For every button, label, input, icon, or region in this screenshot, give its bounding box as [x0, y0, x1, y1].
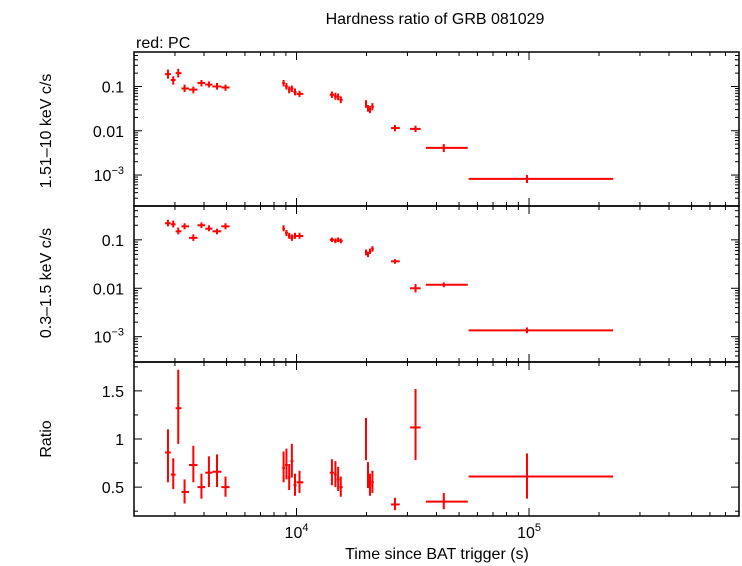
y-axis-label-ratio: Ratio [38, 420, 55, 457]
panel-ratio: 0.5 1 1.5 [102, 361, 740, 517]
y-axis-label-soft: 0.3–1.5 keV c/s [38, 228, 55, 338]
x-axis-label: Time since BAT trigger (s) [345, 546, 529, 563]
y-tick-label: 10−3 [94, 165, 124, 185]
panel-soft: 0.1 0.01 10−3 [93, 205, 740, 363]
chart-subtitle: red: PC [136, 35, 190, 52]
y-tick-label: 0.5 [102, 480, 124, 497]
y-tick-label: 0.01 [93, 124, 124, 141]
y-tick-label: 0.1 [102, 79, 124, 96]
plot-panels: 0.1 0.01 10−3 0.1 0.01 10−3 0.5 1 1.5 104 105 [93, 51, 740, 542]
y-axis-label-hard: 1.51–10 keV c/s [38, 74, 55, 189]
panel-frame-hard [133, 51, 740, 207]
x-tick-label: 105 [517, 522, 541, 542]
y-tick-label: 1 [115, 432, 124, 449]
y-tick-label: 0.01 [93, 281, 124, 298]
y-tick-label: 1.5 [102, 384, 124, 401]
y-tick-label: 0.1 [102, 233, 124, 250]
x-tick-label: 104 [285, 522, 309, 542]
panel-hard: 0.1 0.01 10−3 [93, 51, 740, 207]
chart-title: Hardness ratio of GRB 081029 [326, 11, 545, 28]
x-axis-ticks: 104 105 [285, 522, 541, 542]
y-tick-label: 10−3 [94, 327, 124, 347]
